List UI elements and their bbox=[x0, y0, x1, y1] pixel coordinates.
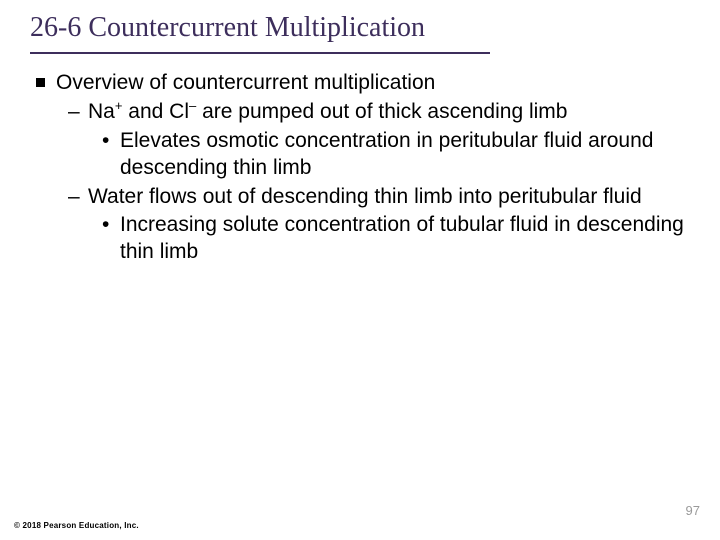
bullet-text: Increasing solute concentration of tubul… bbox=[120, 213, 684, 263]
bullet-text: Overview of countercurrent multiplicatio… bbox=[56, 71, 435, 94]
dash-icon: – bbox=[68, 184, 80, 211]
footer-copyright: © 2018 Pearson Education, Inc. bbox=[14, 521, 139, 530]
bullet-text-part: Na bbox=[88, 100, 115, 123]
bullet-level2: – Na+ and Cl– are pumped out of thick as… bbox=[34, 99, 686, 126]
bullet-text-part: are pumped out of thick ascending limb bbox=[196, 100, 567, 123]
bullet-text-part: and Cl bbox=[122, 100, 189, 123]
slide-body: Overview of countercurrent multiplicatio… bbox=[34, 70, 686, 266]
page-number: 97 bbox=[686, 503, 700, 518]
slide: 26-6 Countercurrent Multiplication Overv… bbox=[0, 0, 720, 540]
bullet-level1: Overview of countercurrent multiplicatio… bbox=[34, 70, 686, 97]
bullet-text: Elevates osmotic concentration in peritu… bbox=[120, 129, 653, 179]
title-underline bbox=[30, 52, 490, 54]
slide-title: 26-6 Countercurrent Multiplication bbox=[30, 12, 690, 50]
bullet-text: Water flows out of descending thin limb … bbox=[88, 185, 642, 208]
dash-icon: – bbox=[68, 99, 80, 126]
bullet-level3: Elevates osmotic concentration in peritu… bbox=[34, 128, 686, 182]
bullet-level3: Increasing solute concentration of tubul… bbox=[34, 212, 686, 266]
bullet-level2: – Water flows out of descending thin lim… bbox=[34, 184, 686, 211]
